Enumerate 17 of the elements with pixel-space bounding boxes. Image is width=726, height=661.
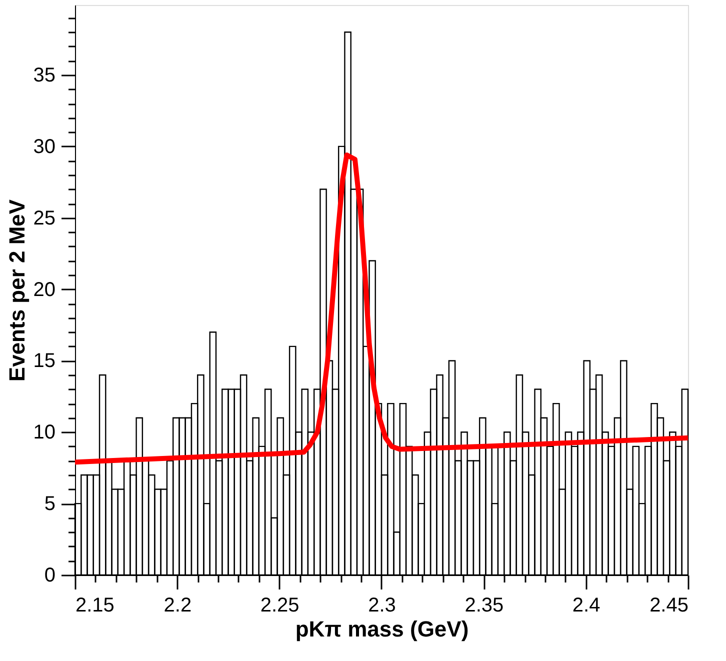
x-tick-label: 2.15 <box>76 594 114 616</box>
x-tick-label: 2.25 <box>260 594 300 616</box>
x-tick-label: 2.4 <box>572 594 600 616</box>
y-tick-label: 0 <box>44 564 56 586</box>
x-tick-label: 2.2 <box>164 594 192 616</box>
x-tick-label: 2.45 <box>650 594 688 616</box>
x-axis-title: pKπ mass (GeV) <box>295 616 469 642</box>
y-axis-title: Events per 2 MeV <box>4 199 30 382</box>
y-tick-label: 10 <box>33 422 56 444</box>
y-tick-label: 20 <box>33 278 56 301</box>
y-tick-label: 25 <box>33 207 56 230</box>
y-tick-label: 5 <box>44 493 56 516</box>
y-tick-label: 35 <box>33 64 56 86</box>
y-tick-label: 30 <box>33 136 56 158</box>
x-tick-label: 2.3 <box>368 594 396 616</box>
y-tick-label: 15 <box>33 350 56 372</box>
x-tick-label: 2.35 <box>464 594 504 616</box>
